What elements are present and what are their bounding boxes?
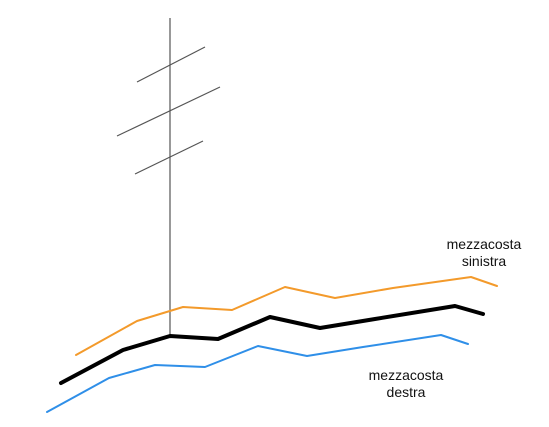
center-ridge-line bbox=[59, 304, 485, 385]
left-slope-label-line1: mezzacosta bbox=[446, 236, 522, 252]
left-slope-label-line2: sinistra bbox=[461, 253, 507, 269]
left-slope-label: mezzacosta sinistra bbox=[440, 236, 528, 270]
antenna-element-top bbox=[136, 46, 206, 83]
right-slope-label-line2: destra bbox=[386, 384, 426, 400]
right-slope-label: mezzacosta destra bbox=[356, 367, 456, 401]
right-slope-line bbox=[46, 334, 469, 413]
antenna bbox=[116, 18, 221, 337]
antenna-element-bottom bbox=[134, 140, 204, 175]
antenna-element-middle bbox=[116, 86, 221, 137]
right-slope-label-line1: mezzacosta bbox=[368, 367, 444, 383]
left-slope-line bbox=[75, 276, 498, 356]
